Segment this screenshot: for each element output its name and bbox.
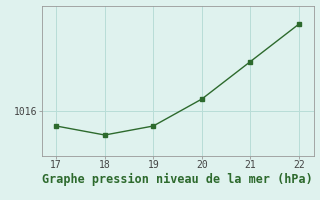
X-axis label: Graphe pression niveau de la mer (hPa): Graphe pression niveau de la mer (hPa) <box>42 173 313 186</box>
